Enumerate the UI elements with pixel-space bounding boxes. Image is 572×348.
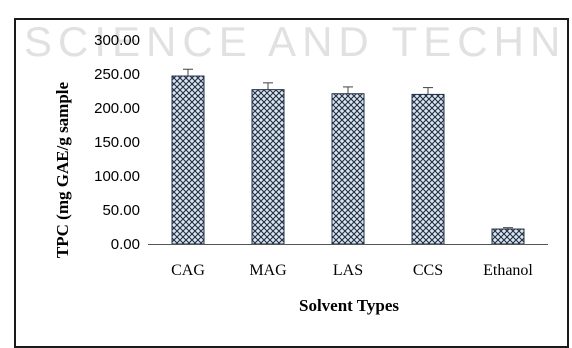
x-tick-label: CCS bbox=[413, 262, 443, 279]
x-axis-label: Solvent Types bbox=[299, 296, 399, 315]
bar bbox=[411, 93, 445, 245]
bar bbox=[331, 93, 365, 245]
bar bbox=[491, 228, 525, 245]
bar bbox=[171, 75, 205, 245]
x-tick-label: Ethanol bbox=[483, 262, 533, 279]
y-axis-label: TPC (mg GAE/g sample bbox=[53, 81, 72, 258]
y-tick-label: 50.00 bbox=[102, 202, 140, 219]
y-tick-label: 250.00 bbox=[94, 66, 140, 83]
x-tick-label: LAS bbox=[333, 262, 363, 279]
y-tick-label: 0.00 bbox=[111, 236, 140, 253]
y-tick-label: 200.00 bbox=[94, 100, 140, 117]
y-tick-label: 300.00 bbox=[94, 32, 140, 49]
chart-frame bbox=[14, 18, 569, 348]
x-tick-label: MAG bbox=[249, 262, 287, 279]
bar bbox=[251, 89, 285, 245]
y-tick-label: 150.00 bbox=[94, 134, 140, 151]
x-tick-label: CAG bbox=[171, 262, 205, 279]
watermark: SCIENCE AND TECHNOLOGY bbox=[24, 18, 564, 65]
plot-area: 0.00 50.00 100.00 150.00 200.00 250.00 300.00 C… bbox=[94, 32, 548, 279]
y-tick-label: 100.00 bbox=[94, 168, 140, 185]
